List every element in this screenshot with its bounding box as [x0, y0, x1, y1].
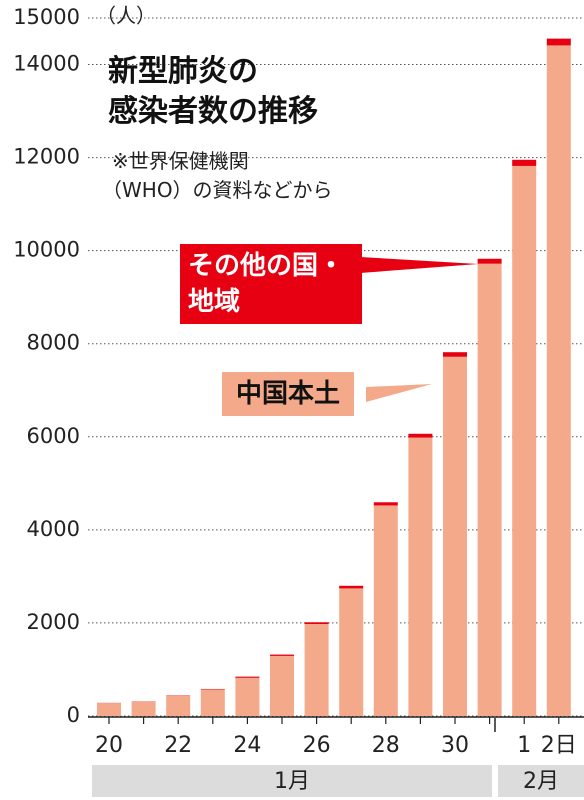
x-tick-label: 30	[441, 733, 469, 758]
x-tick-label: 26	[303, 733, 331, 758]
bar-segment	[443, 352, 467, 357]
y-tick-label: 4000	[27, 517, 80, 541]
bar-segment	[270, 655, 294, 716]
month-band	[92, 765, 492, 797]
y-tick-label: 15000	[13, 5, 80, 29]
bar-segment	[166, 695, 191, 716]
legend-entry: その他の国・地域	[180, 244, 362, 324]
month-label: 2月	[523, 769, 559, 794]
bar-segment	[443, 356, 467, 716]
bar-segment	[512, 159, 537, 166]
x-tick-label: 28	[372, 733, 400, 758]
x-tick-label: 2日	[541, 733, 577, 758]
x-tick-label: 24	[233, 733, 261, 758]
bar-segment	[235, 676, 260, 678]
title-line: 新型肺炎の	[108, 54, 258, 89]
bar-segment	[200, 689, 225, 716]
bar-segment	[304, 624, 329, 716]
bar-segment	[304, 622, 329, 625]
bar-segment	[131, 701, 156, 716]
bar-segment	[477, 258, 502, 264]
callout-pointer	[366, 384, 432, 402]
y-tick-label: 0	[67, 703, 80, 727]
y-tick-label: 2000	[27, 610, 80, 634]
month-label: 1月	[274, 769, 310, 794]
callout-pointer	[360, 257, 478, 273]
month-band	[498, 765, 584, 797]
bar-segment	[270, 654, 294, 656]
note-line: （WHO）の資料などから	[102, 178, 333, 202]
y-tick-label: 14000	[13, 52, 80, 76]
note-line: ※世界保健機関	[112, 149, 249, 173]
x-tick-label: 22	[164, 733, 192, 758]
note: ※世界保健機関 （WHO）の資料などから	[102, 147, 333, 205]
y-tick-label: 12000	[13, 145, 80, 169]
y-tick-label: 10000	[13, 238, 80, 262]
title-line: 感染者数の推移	[108, 94, 318, 129]
bar-segment	[546, 38, 571, 46]
bar-segment	[477, 263, 502, 716]
legend-entry: 中国本土	[222, 372, 355, 416]
y-tick-label: 8000	[27, 331, 80, 355]
bar-segment	[408, 433, 433, 438]
bar-segment	[235, 677, 260, 716]
x-tick-label: 1	[517, 733, 531, 758]
bar-segment	[373, 505, 398, 716]
x-tick-label: 20	[95, 733, 123, 758]
y-unit: （人）	[96, 4, 156, 28]
bar-segment	[512, 165, 537, 717]
bar-segment	[546, 45, 571, 716]
y-tick-label: 6000	[27, 424, 80, 448]
bar-segment	[373, 502, 398, 506]
bar-segment	[97, 703, 121, 716]
bar-segment	[408, 437, 433, 716]
bar-segment	[339, 588, 364, 716]
bar-segment	[339, 585, 364, 589]
title: 新型肺炎の 感染者数の推移	[108, 52, 318, 132]
